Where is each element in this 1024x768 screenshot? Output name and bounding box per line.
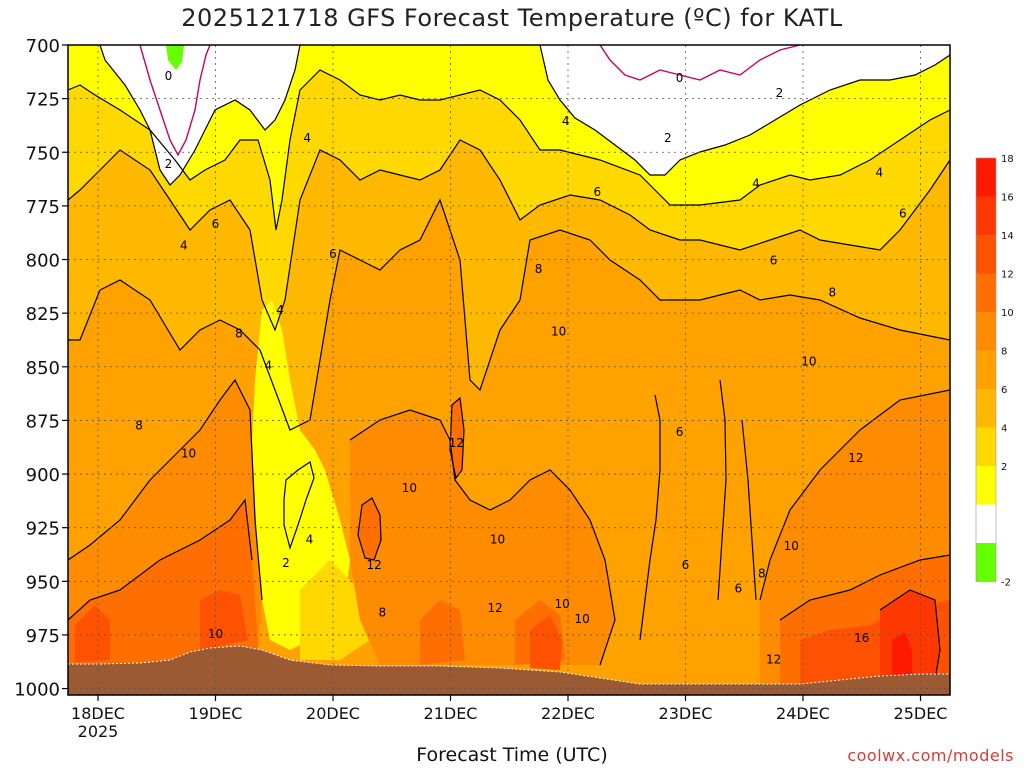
- y-tick-label: 700: [26, 36, 60, 57]
- y-tick-label: 925: [26, 519, 60, 540]
- x-tick-label: 18DEC: [71, 704, 125, 723]
- contour-label: 2: [165, 157, 173, 171]
- colorbar-segment: [976, 196, 996, 235]
- x-tick-year: 2025: [78, 722, 119, 741]
- temperature-field: [68, 45, 950, 695]
- y-tick-label: 825: [26, 304, 60, 325]
- y-axis: 700 725 750 775 800 825 850 875 900 925 950 975 1000: [14, 36, 68, 701]
- contour-label: 10: [574, 612, 589, 626]
- contour-label: 0: [676, 71, 684, 85]
- y-tick-label: 850: [26, 358, 60, 379]
- x-tick-label: 21DEC: [424, 704, 478, 723]
- colorbar-tick-label: 12: [1001, 270, 1014, 281]
- contour-label: 10: [551, 324, 566, 338]
- x-tick-label: 20DEC: [306, 704, 360, 723]
- contour-label: 4: [276, 303, 284, 317]
- x-tick-label: 23DEC: [659, 704, 713, 723]
- colorbar-segment: [976, 312, 996, 351]
- colorbar-tick-label: 16: [1001, 193, 1014, 204]
- y-tick-label: 775: [26, 197, 60, 218]
- contour-label: 2: [664, 131, 672, 145]
- y-tick-label: 950: [26, 572, 60, 593]
- contour-label: 4: [752, 176, 760, 190]
- colorbar-tick-label: 18: [1001, 154, 1014, 165]
- colorbar: 18 16 14 12 10 8 6 4 2 -2: [975, 154, 1014, 589]
- colorbar-segment: [976, 504, 996, 543]
- contour-labels: 0 2 4 8 10 6 8 10 4 4 2 4 4 6 12 8 10 12 10 12 8 10 10 10 4 6 0 2 6 6…: [135, 69, 906, 666]
- contour-label: 4: [265, 359, 273, 373]
- contour-label: 4: [562, 114, 570, 128]
- contour-label: 16: [854, 631, 869, 645]
- plot-frame: [67, 44, 951, 696]
- contour-label: 6: [899, 206, 907, 220]
- contour-label: 8: [379, 605, 387, 619]
- y-tick-label: 975: [26, 626, 60, 647]
- contour-label: 6: [676, 425, 684, 439]
- colorbar-segment: [976, 235, 996, 274]
- contour-label: 6: [594, 185, 602, 199]
- colorbar-frame: [975, 157, 997, 582]
- x-tick-label: 19DEC: [189, 704, 243, 723]
- contour-label: 6: [682, 558, 690, 572]
- contour-label: 12: [366, 558, 381, 572]
- x-axis: 18DEC 19DEC 20DEC 21DEC 22DEC 23DEC 24DEC 25DEC…: [71, 695, 947, 741]
- contour-label: 4: [180, 239, 188, 253]
- colorbar-segment: [976, 466, 996, 505]
- colorbar-tick-label: 6: [1001, 385, 1007, 396]
- y-tick-label: 750: [26, 143, 60, 164]
- contour-label: 8: [235, 326, 243, 340]
- contour-label: 10: [402, 481, 417, 495]
- contour-label: 10: [181, 447, 196, 461]
- contour-label: 8: [758, 567, 766, 581]
- colorbar-segment: [976, 350, 996, 389]
- contour-label: 2: [282, 556, 290, 570]
- contour-label: 6: [329, 247, 337, 261]
- terrain-surface: [68, 646, 950, 695]
- colorbar-tick-label: 14: [1001, 231, 1014, 242]
- contour-label: 6: [735, 582, 743, 596]
- colorbar-tick-label: 10: [1001, 308, 1014, 319]
- contour-label: 4: [303, 131, 311, 145]
- contour-label: 10: [801, 354, 816, 368]
- y-tick-label: 725: [26, 90, 60, 111]
- x-tick-label: 22DEC: [541, 704, 595, 723]
- credit-text: coolwx.com/models: [847, 746, 1014, 765]
- contour-label: 2: [776, 86, 784, 100]
- colorbar-segment: [976, 389, 996, 428]
- colorbar-segment: [976, 543, 996, 582]
- y-tick-label: 800: [26, 251, 60, 272]
- contour-label: 8: [829, 286, 837, 300]
- contour-label: 6: [770, 254, 778, 268]
- colorbar-segment: [976, 273, 996, 312]
- contour-label: 10: [490, 532, 505, 546]
- colorbar-tick-label: 4: [1001, 424, 1007, 435]
- chart-title: 2025121718 GFS Forecast Temperature (ºC)…: [181, 4, 843, 32]
- contour-label: 4: [876, 166, 884, 180]
- contour-label: 4: [306, 532, 314, 546]
- colorbar-tick-label: -2: [1001, 578, 1011, 589]
- contour-label: 12: [488, 601, 503, 615]
- contour-label: 10: [784, 539, 799, 553]
- x-tick-label: 25DEC: [894, 704, 948, 723]
- y-tick-label: 900: [26, 465, 60, 486]
- x-axis-label: Forecast Time (UTC): [416, 744, 608, 766]
- grid-lines: [68, 45, 950, 695]
- contour-label: 10: [554, 597, 569, 611]
- x-tick-label: 24DEC: [776, 704, 830, 723]
- y-tick-label: 875: [26, 411, 60, 432]
- contour-label: 12: [449, 436, 464, 450]
- contour-label: 8: [135, 419, 143, 433]
- colorbar-tick-label: 2: [1001, 462, 1007, 473]
- y-tick-label: 1000: [14, 680, 60, 701]
- contour-label: 10: [208, 627, 223, 641]
- colorbar-tick-label: 8: [1001, 347, 1007, 358]
- colorbar-segment: [976, 427, 996, 466]
- contour-label: 12: [848, 451, 863, 465]
- contour-label: 6: [212, 217, 220, 231]
- contour-label: 8: [535, 262, 543, 276]
- contour-label: 0: [165, 69, 173, 83]
- contour-label: 12: [766, 653, 781, 667]
- colorbar-segment: [976, 158, 996, 197]
